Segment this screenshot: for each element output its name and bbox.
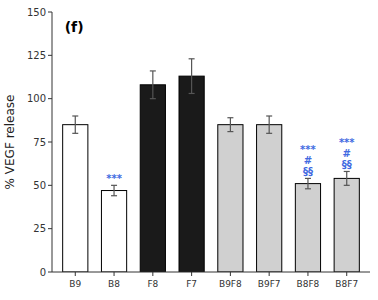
annotation: ***	[339, 137, 355, 148]
bar	[101, 191, 126, 272]
annotation: #	[304, 155, 312, 166]
bar	[218, 125, 243, 272]
bar	[63, 125, 88, 272]
x-tick	[269, 272, 270, 276]
error-cap	[344, 185, 350, 186]
y-tick	[48, 185, 52, 186]
annotation: §§	[342, 159, 352, 170]
x-tick	[307, 272, 308, 276]
error-cap	[189, 93, 195, 94]
x-tick	[191, 272, 192, 276]
error-cap	[344, 171, 350, 172]
error-bar	[111, 185, 117, 195]
y-tick-label: 50	[33, 180, 46, 191]
error-cap	[227, 131, 233, 132]
x-tick	[152, 272, 153, 276]
bars	[63, 59, 360, 272]
error-cap	[227, 117, 233, 118]
x-tick-label: B9	[69, 279, 81, 289]
error-cap	[266, 133, 272, 134]
chart: 0255075100125150B9B8F8F7B9F8B9F7B8F8B8F7…	[0, 0, 378, 300]
y-tick-label: 150	[27, 7, 46, 18]
x-tick	[346, 272, 347, 276]
x-tick-label: F8	[147, 279, 158, 289]
error-cap	[305, 178, 311, 179]
x-tick-label: B8	[108, 279, 120, 289]
error-bar	[189, 59, 195, 94]
x-tick	[75, 272, 76, 276]
error-line	[230, 118, 231, 132]
y-tick	[48, 12, 52, 13]
bar	[257, 125, 282, 272]
error-line	[307, 178, 308, 188]
bar	[179, 76, 204, 272]
error-bar	[305, 178, 311, 188]
y-tick-label: 75	[33, 137, 46, 148]
y-tick	[48, 272, 52, 273]
error-bar	[227, 118, 233, 132]
panel-label: (f)	[65, 19, 84, 35]
error-bar	[344, 171, 350, 185]
error-line	[152, 71, 153, 99]
error-bar	[266, 116, 272, 133]
error-cap	[305, 188, 311, 189]
x-axis	[52, 272, 370, 273]
x-tick-label: B9F8	[219, 279, 242, 289]
y-tick	[48, 98, 52, 99]
error-cap	[266, 115, 272, 116]
error-cap	[111, 195, 117, 196]
annotation: #	[343, 148, 351, 159]
error-line	[269, 116, 270, 133]
x-tick	[230, 272, 231, 276]
x-tick	[114, 272, 115, 276]
y-tick-label: 125	[27, 50, 46, 61]
y-tick	[48, 55, 52, 56]
error-line	[346, 171, 347, 185]
annotation: ***	[300, 144, 316, 155]
bar	[140, 85, 165, 272]
error-line	[113, 185, 114, 195]
error-cap	[189, 58, 195, 59]
bar	[295, 184, 320, 272]
x-tick-label: B9F7	[258, 279, 281, 289]
y-tick	[48, 228, 52, 229]
error-cap	[150, 70, 156, 71]
y-tick-label: 0	[40, 267, 46, 278]
error-bar	[72, 116, 78, 133]
y-tick-label: 100	[27, 93, 46, 104]
x-tick-label: F7	[186, 279, 197, 289]
bar	[334, 178, 359, 272]
annotation: ***	[106, 173, 122, 184]
error-cap	[72, 133, 78, 134]
error-cap	[150, 98, 156, 99]
error-cap	[72, 115, 78, 116]
y-tick	[48, 142, 52, 143]
error-line	[191, 59, 192, 94]
error-cap	[111, 185, 117, 186]
annotation: §§	[303, 166, 313, 177]
error-line	[75, 116, 76, 133]
y-tick-label: 25	[33, 223, 46, 234]
x-tick-label: B8F7	[335, 279, 358, 289]
y-axis-label: % VEGF release	[3, 95, 17, 190]
x-tick-label: B8F8	[297, 279, 320, 289]
error-bar	[150, 71, 156, 99]
